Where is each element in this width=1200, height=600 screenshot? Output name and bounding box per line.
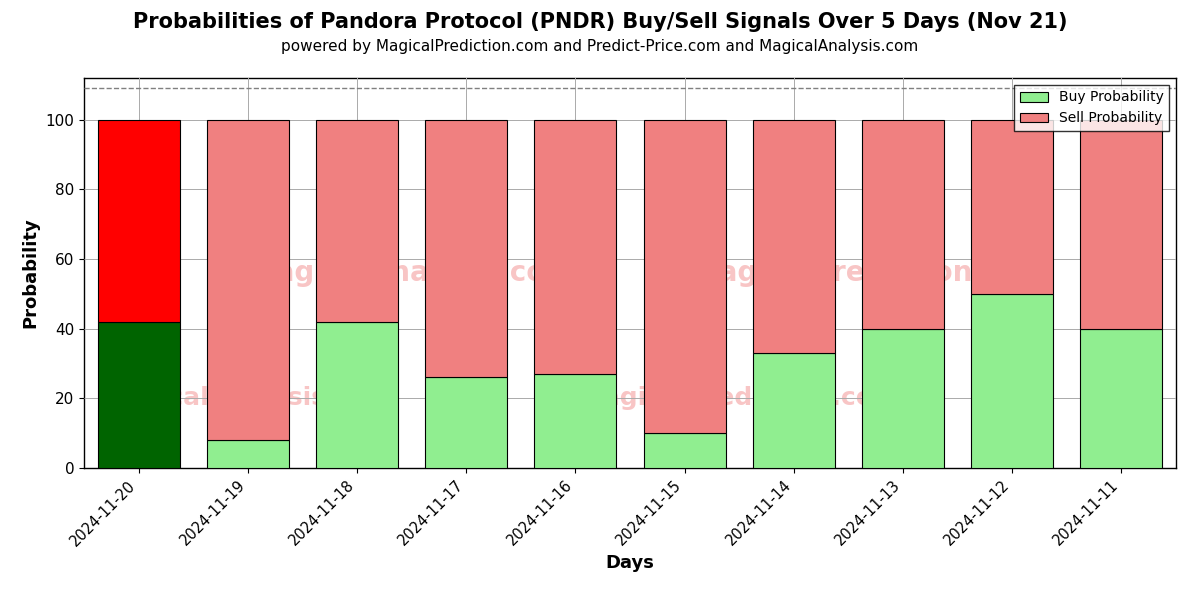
Bar: [316, 120, 398, 322]
Bar: [97, 120, 180, 322]
Bar: [971, 120, 1054, 294]
Text: MagicalAnalysis.com: MagicalAnalysis.com: [248, 259, 575, 287]
Bar: [425, 120, 508, 377]
Bar: [862, 120, 944, 329]
Text: MagicalAnalysis.com: MagicalAnalysis.com: [101, 386, 395, 410]
Bar: [643, 120, 726, 433]
Bar: [206, 120, 289, 440]
X-axis label: Days: Days: [606, 554, 654, 572]
Text: Probabilities of Pandora Protocol (PNDR) Buy/Sell Signals Over 5 Days (Nov 21): Probabilities of Pandora Protocol (PNDR)…: [133, 12, 1067, 32]
Bar: [534, 120, 617, 374]
Bar: [862, 329, 944, 468]
Bar: [643, 433, 726, 468]
Bar: [206, 440, 289, 468]
Legend: Buy Probability, Sell Probability: Buy Probability, Sell Probability: [1014, 85, 1169, 131]
Y-axis label: Probability: Probability: [22, 218, 40, 328]
Bar: [534, 374, 617, 468]
Bar: [1080, 120, 1163, 329]
Text: MagicalPrediction.com: MagicalPrediction.com: [578, 386, 900, 410]
Text: powered by MagicalPrediction.com and Predict-Price.com and MagicalAnalysis.com: powered by MagicalPrediction.com and Pre…: [281, 39, 919, 54]
Bar: [752, 120, 835, 353]
Bar: [971, 294, 1054, 468]
Text: MagicalPrediction.com: MagicalPrediction.com: [692, 259, 1049, 287]
Bar: [425, 377, 508, 468]
Bar: [1080, 329, 1163, 468]
Bar: [97, 322, 180, 468]
Bar: [752, 353, 835, 468]
Bar: [316, 322, 398, 468]
